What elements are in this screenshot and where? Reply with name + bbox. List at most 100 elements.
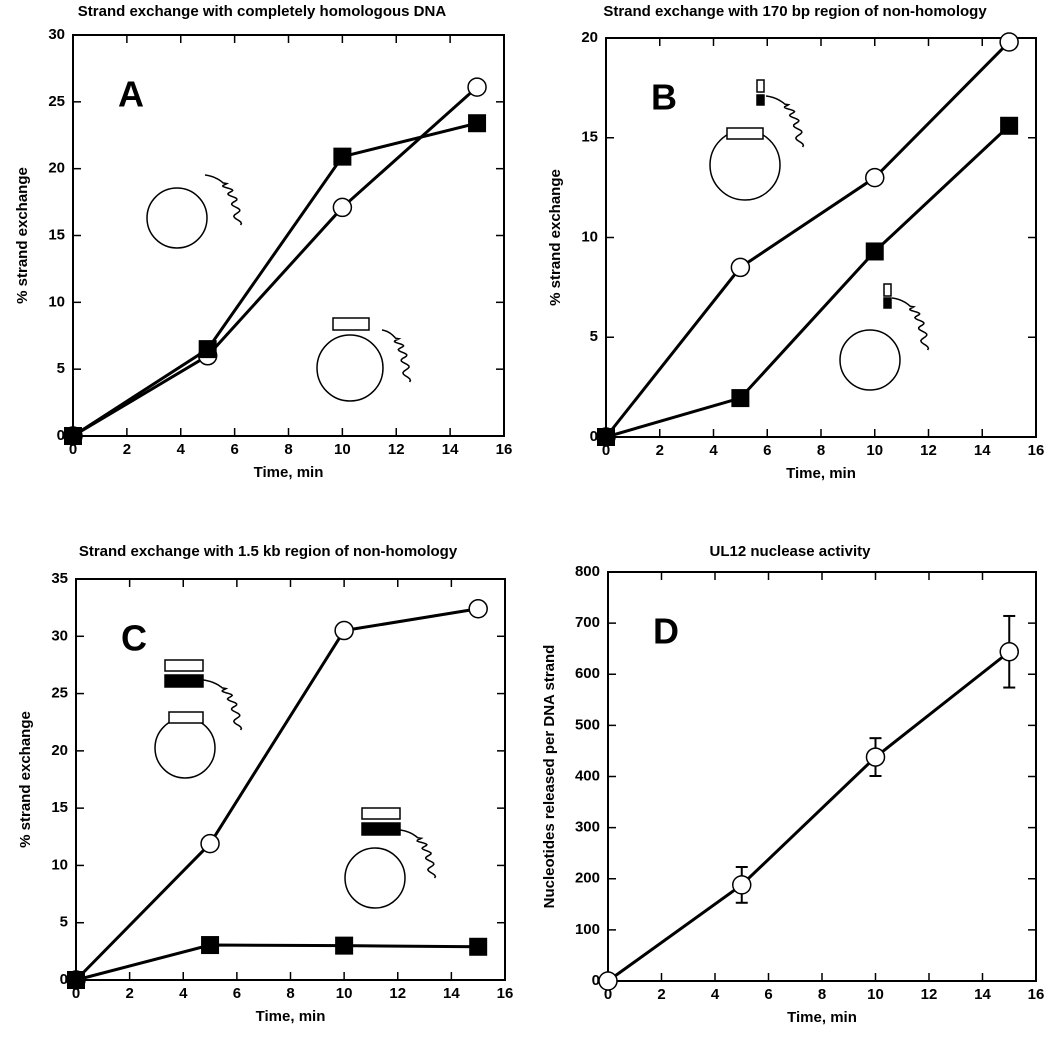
panel-letter: C bbox=[121, 618, 147, 659]
circle-marker bbox=[332, 197, 353, 218]
dna-bound-strand bbox=[168, 711, 204, 724]
y-axis-label: Nucleotides released per DNA strand bbox=[541, 645, 558, 909]
y-tick-label: 200 bbox=[575, 870, 600, 887]
dna-strand bbox=[381, 329, 412, 383]
panel: UL12 nuclease activity 0 2 4 6 8 10 12 14 16 0 100 2… bbox=[541, 543, 1044, 1026]
x-tick-label: 4 bbox=[179, 985, 188, 1002]
dna-icon bbox=[316, 317, 412, 402]
x-tick-label: 2 bbox=[125, 985, 133, 1002]
x-tick-label: 10 bbox=[866, 442, 883, 459]
dna-circle bbox=[839, 329, 901, 391]
y-axis-label: % strand exchange bbox=[14, 167, 31, 304]
dna-circle bbox=[316, 334, 384, 402]
square-marker bbox=[201, 936, 220, 955]
x-tick-label: 0 bbox=[69, 441, 77, 458]
y-tick-label: 10 bbox=[581, 228, 598, 245]
dna-icon bbox=[154, 659, 243, 779]
x-tick-label: 8 bbox=[286, 985, 294, 1002]
x-axis-label: Time, min bbox=[787, 1009, 857, 1026]
dna-segment bbox=[361, 807, 401, 820]
x-tick-label: 12 bbox=[921, 986, 938, 1003]
y-tick-label: 100 bbox=[575, 921, 600, 938]
dna-bound-strand bbox=[726, 127, 764, 140]
x-tick-label: 4 bbox=[711, 986, 720, 1003]
square-marker bbox=[597, 428, 615, 446]
y-tick-label: 15 bbox=[51, 799, 68, 816]
series-line bbox=[75, 943, 479, 982]
circle-marker bbox=[730, 257, 751, 278]
y-tick-label: 400 bbox=[575, 767, 600, 784]
x-tick-label: 14 bbox=[974, 986, 991, 1003]
panel: Strand exchange with 170 bp region of no… bbox=[547, 3, 1044, 482]
square-marker bbox=[731, 389, 750, 408]
x-tick-label: 4 bbox=[177, 441, 186, 458]
dna-segment bbox=[756, 94, 765, 106]
series-line bbox=[74, 607, 479, 982]
y-axis-label: % strand exchange bbox=[17, 711, 34, 848]
dna-segment bbox=[361, 822, 401, 836]
x-tick-label: 16 bbox=[497, 985, 514, 1002]
y-tick-label: 25 bbox=[51, 685, 68, 702]
circle-marker bbox=[467, 77, 487, 97]
y-tick-label: 600 bbox=[575, 665, 600, 682]
y-tick-label: 35 bbox=[51, 570, 68, 587]
circle-marker bbox=[865, 167, 885, 188]
series-line bbox=[604, 40, 1011, 438]
x-tick-label: 12 bbox=[389, 985, 406, 1002]
square-marker bbox=[333, 147, 352, 166]
x-tick-label: 14 bbox=[974, 442, 991, 459]
dna-icon bbox=[344, 807, 437, 909]
dna-strand bbox=[204, 174, 243, 226]
x-tick-label: 6 bbox=[763, 442, 771, 459]
y-tick-label: 10 bbox=[51, 856, 68, 873]
x-tick-label: 14 bbox=[443, 985, 460, 1002]
dna-segment bbox=[164, 659, 204, 672]
circle-marker bbox=[999, 32, 1019, 52]
x-tick-label: 8 bbox=[817, 442, 825, 459]
x-tick-label: 16 bbox=[1028, 986, 1045, 1003]
x-tick-label: 6 bbox=[233, 985, 241, 1002]
y-tick-label: 0 bbox=[57, 427, 65, 444]
dna-strand bbox=[202, 679, 243, 731]
y-tick-label: 30 bbox=[48, 26, 65, 43]
dna-segment bbox=[883, 283, 892, 297]
dna-segment bbox=[756, 79, 765, 93]
square-marker bbox=[865, 242, 884, 261]
x-tick-label: 4 bbox=[709, 442, 718, 459]
series-line bbox=[607, 650, 1011, 983]
dna-circle bbox=[154, 717, 216, 779]
square-marker bbox=[64, 427, 82, 445]
x-axis-label: Time, min bbox=[254, 464, 324, 481]
y-tick-label: 0 bbox=[60, 971, 68, 988]
square-marker bbox=[198, 340, 217, 359]
x-tick-label: 0 bbox=[602, 442, 610, 459]
panel-letter: A bbox=[118, 74, 144, 115]
dna-circle bbox=[146, 187, 208, 249]
y-tick-label: 15 bbox=[48, 226, 65, 243]
square-marker bbox=[335, 936, 354, 955]
x-tick-label: 2 bbox=[657, 986, 665, 1003]
x-tick-label: 12 bbox=[388, 441, 405, 458]
x-axis-label: Time, min bbox=[256, 1008, 326, 1025]
circle-marker bbox=[999, 642, 1019, 662]
panel-letter: B bbox=[651, 77, 677, 118]
circle-marker bbox=[200, 833, 220, 854]
y-tick-label: 30 bbox=[51, 627, 68, 644]
y-tick-label: 25 bbox=[48, 93, 65, 110]
square-marker bbox=[1000, 116, 1019, 135]
x-tick-label: 10 bbox=[867, 986, 884, 1003]
circle-marker bbox=[598, 971, 618, 991]
dna-icon bbox=[709, 79, 805, 201]
panel: Strand exchange with completely homologo… bbox=[14, 3, 512, 481]
circle-marker bbox=[732, 875, 752, 895]
dna-strand bbox=[891, 297, 930, 351]
series-line bbox=[72, 121, 478, 438]
x-tick-label: 2 bbox=[123, 441, 131, 458]
y-tick-label: 20 bbox=[48, 160, 65, 177]
x-tick-label: 0 bbox=[72, 985, 80, 1002]
y-tick-label: 0 bbox=[590, 428, 598, 445]
y-tick-label: 20 bbox=[581, 29, 598, 46]
x-tick-label: 2 bbox=[656, 442, 664, 459]
chart-title: Strand exchange with completely homologo… bbox=[78, 3, 447, 20]
